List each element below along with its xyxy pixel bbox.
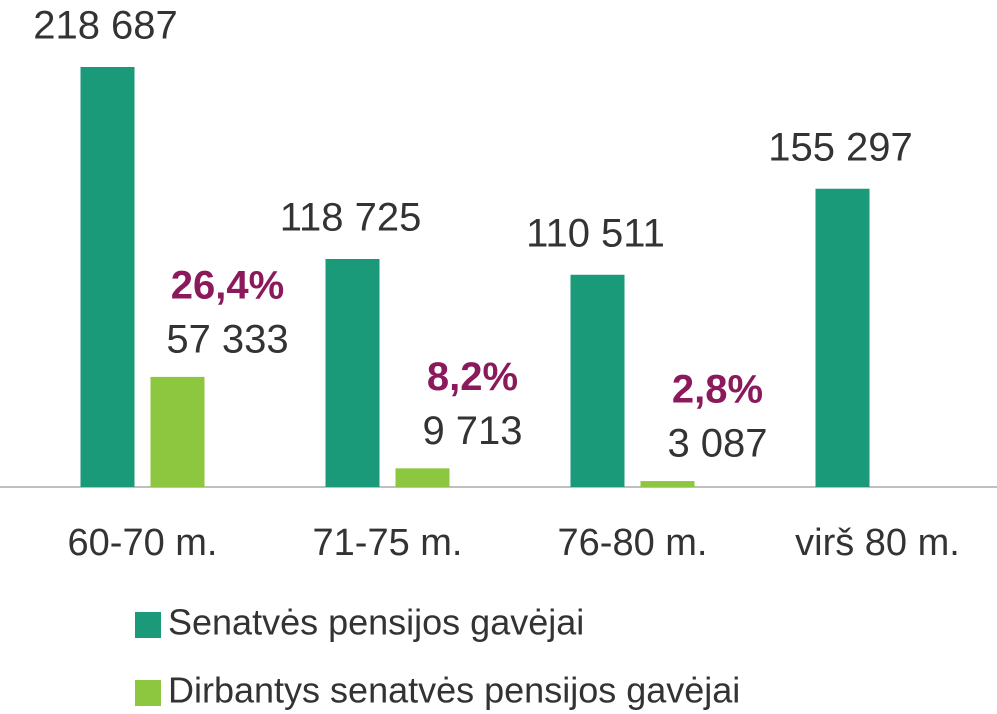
x-tick-label: virš 80 m. [795, 522, 960, 564]
bar [570, 274, 625, 487]
legend-label: Dirbantys senatvės pensijos gavėjai [168, 670, 740, 711]
data-label: 118 725 [280, 196, 422, 240]
bar [325, 258, 380, 487]
data-label: 155 297 [768, 125, 913, 169]
data-label: 110 511 [526, 211, 665, 255]
legend-swatch [135, 612, 161, 638]
data-label: 3 087 [667, 422, 767, 466]
annotation: 8,2% [427, 355, 518, 399]
legend-label: Senatvės pensijos gavėjai [168, 602, 584, 643]
data-label: 57 333 [166, 317, 288, 361]
bar [80, 67, 135, 487]
bar [150, 376, 205, 487]
legend-swatch [135, 680, 161, 706]
bar [395, 468, 450, 487]
annotation: 26,4% [171, 263, 284, 307]
data-label: 218 687 [33, 4, 178, 48]
annotation: 2,8% [672, 368, 763, 412]
x-tick-label: 76-80 m. [558, 522, 708, 564]
bar [640, 481, 695, 487]
data-label: 9 713 [422, 409, 522, 453]
bar [815, 188, 870, 487]
x-tick-label: 71-75 m. [313, 522, 463, 564]
x-tick-label: 60-70 m. [68, 522, 218, 564]
